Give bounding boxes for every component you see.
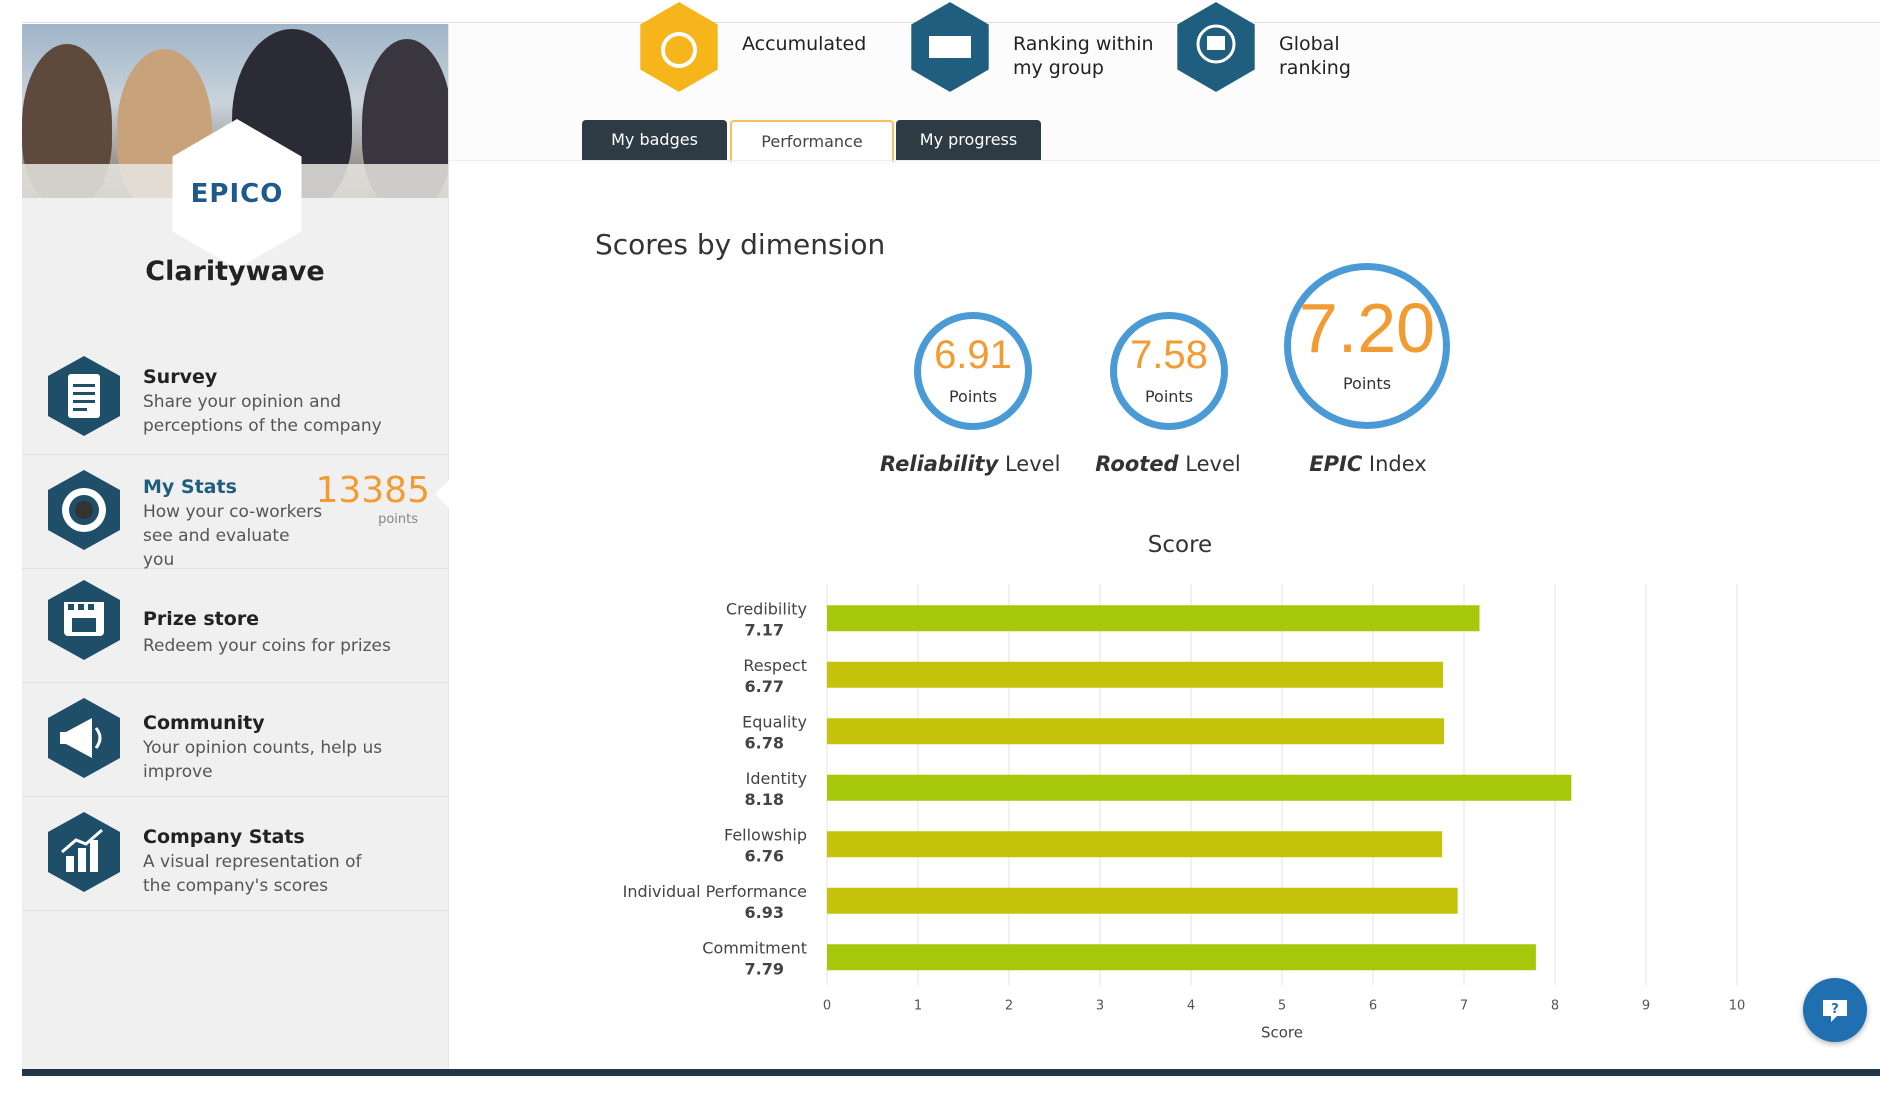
- medal-icon: [48, 470, 120, 550]
- stat-label-accumulated: Accumulated: [742, 33, 867, 55]
- nav-item-survey[interactable]: Survey Share your opinion and perception…: [22, 342, 448, 455]
- value-label: 6.78: [745, 733, 784, 752]
- my-stats-points-label: points: [378, 512, 418, 527]
- score-caption-epic-index: EPIC Index: [1278, 452, 1458, 476]
- epico-logo-text: EPICO: [190, 179, 284, 209]
- category-label: Fellowship: [724, 825, 807, 844]
- score-caption-rooted: Rooted Level: [1078, 452, 1258, 476]
- nav-item-company-stats[interactable]: Company Stats A visual representation of…: [22, 798, 448, 911]
- coins-icon: [634, 2, 724, 92]
- nav-title-community: Community: [143, 712, 265, 734]
- stat-label-global-ranking: Global ranking: [1279, 33, 1351, 79]
- category-label: Identity: [746, 769, 807, 788]
- ranking-monitor-icon: [905, 2, 995, 92]
- globe-trophy-icon: [1171, 2, 1261, 92]
- x-tick-label: 4: [1187, 999, 1195, 1014]
- bar: [827, 887, 1458, 914]
- score-unit-epic-index: Points: [1342, 374, 1392, 393]
- score-bar-chart: 0 1 2 3 4 5 6 7 8 9 10 Credibility 7.17 Respect 6.77 Eq…: [623, 584, 1746, 1041]
- x-axis-label: Score: [1261, 1024, 1303, 1041]
- nav-title-prize-store: Prize store: [143, 608, 260, 630]
- bar: [827, 661, 1444, 688]
- x-tick-label: 6: [1369, 999, 1377, 1014]
- caption-rest-rooted: Level: [1178, 452, 1241, 476]
- tab-my-badges[interactable]: My badges: [582, 120, 727, 160]
- bar: [827, 605, 1480, 632]
- nav-item-prize-store[interactable]: Prize store Redeem your coins for prizes: [22, 570, 448, 683]
- x-tick-label: 1: [914, 999, 922, 1014]
- value-label: 7.79: [745, 959, 784, 978]
- active-indicator: [435, 480, 449, 508]
- score-ring-epic-index: 7.20 Points: [1284, 263, 1450, 429]
- bar: [827, 774, 1572, 801]
- value-label: 6.93: [745, 903, 784, 922]
- sidebar: EPICO Claritywave Survey Share your opin…: [22, 24, 449, 1069]
- value-label: 6.76: [745, 846, 784, 865]
- nav-desc-prize-store: Redeem your coins for prizes: [143, 636, 391, 656]
- megaphone-icon: [48, 698, 120, 778]
- bar: [827, 944, 1536, 971]
- x-tick-label: 9: [1642, 999, 1650, 1014]
- svg-text:?: ?: [1831, 1002, 1839, 1017]
- bar: [827, 831, 1443, 858]
- caption-rest-epic-index: Index: [1362, 452, 1427, 476]
- x-tick-label: 10: [1729, 999, 1746, 1014]
- score-value-rooted: 7.58: [1130, 333, 1208, 377]
- category-label: Individual Performance: [623, 882, 807, 901]
- score-value-epic-index: 7.20: [1298, 289, 1436, 367]
- x-tick-label: 8: [1551, 999, 1559, 1014]
- tab-performance[interactable]: Performance: [730, 120, 894, 162]
- nav-item-my-stats[interactable]: My Stats How your co-workers see and eva…: [22, 456, 449, 570]
- survey-document-icon: [48, 356, 120, 436]
- caption-bold-epic-index: EPIC: [1309, 452, 1363, 476]
- nav-desc-my-stats: How your co-workers see and evaluate you: [143, 502, 323, 570]
- help-button[interactable]: ?: [1803, 978, 1867, 1042]
- caption-rest-reliability: Level: [998, 452, 1061, 476]
- help-chat-icon: ?: [1823, 1000, 1847, 1022]
- value-label: 8.18: [745, 790, 784, 809]
- nav-desc-company-stats: A visual representation of the company's…: [143, 852, 362, 896]
- score-ring-reliability: 6.91 Points: [914, 312, 1032, 430]
- x-tick-label: 7: [1460, 999, 1468, 1014]
- x-tick-label: 2: [1005, 999, 1013, 1014]
- chart-title: Score: [1147, 532, 1213, 558]
- score-caption-reliability: Reliability Level: [880, 452, 1060, 476]
- tab-my-progress[interactable]: My progress: [896, 120, 1041, 160]
- bottom-bar: [22, 1069, 1880, 1076]
- nav-item-community[interactable]: Community Your opinion counts, help us i…: [22, 684, 448, 797]
- bar-chart-icon: [48, 812, 120, 892]
- nav-title-survey: Survey: [143, 366, 218, 388]
- x-tick-label: 3: [1096, 999, 1104, 1014]
- score-unit-reliability: Points: [948, 387, 998, 406]
- value-label: 6.77: [745, 677, 784, 696]
- store-icon: [48, 580, 120, 660]
- scores-title: Scores by dimension: [595, 228, 886, 261]
- nav-title-company-stats: Company Stats: [143, 826, 305, 848]
- category-label: Commitment: [702, 938, 807, 957]
- x-tick-label: 0: [823, 999, 831, 1014]
- epico-logo: EPICO: [172, 119, 302, 269]
- my-stats-points: 13385: [315, 470, 430, 511]
- caption-bold-rooted: Rooted: [1095, 452, 1179, 476]
- company-name: Claritywave: [145, 256, 325, 287]
- tab-divider: [449, 160, 1880, 161]
- score-value-reliability: 6.91: [934, 333, 1012, 377]
- x-tick-label: 5: [1278, 999, 1286, 1014]
- category-label: Credibility: [726, 599, 807, 618]
- stat-label-group-ranking: Ranking within my group: [1013, 33, 1154, 79]
- score-unit-rooted: Points: [1144, 387, 1194, 406]
- bar: [827, 718, 1444, 745]
- score-ring-rooted: 7.58 Points: [1110, 312, 1228, 430]
- nav-desc-survey: Share your opinion and perceptions of th…: [143, 392, 382, 436]
- nav-desc-community: Your opinion counts, help us improve: [143, 738, 383, 782]
- category-label: Respect: [743, 656, 807, 675]
- caption-bold-reliability: Reliability: [880, 452, 999, 476]
- category-label: Equality: [742, 712, 807, 731]
- value-label: 7.17: [745, 620, 784, 639]
- nav-title-my-stats: My Stats: [143, 476, 237, 498]
